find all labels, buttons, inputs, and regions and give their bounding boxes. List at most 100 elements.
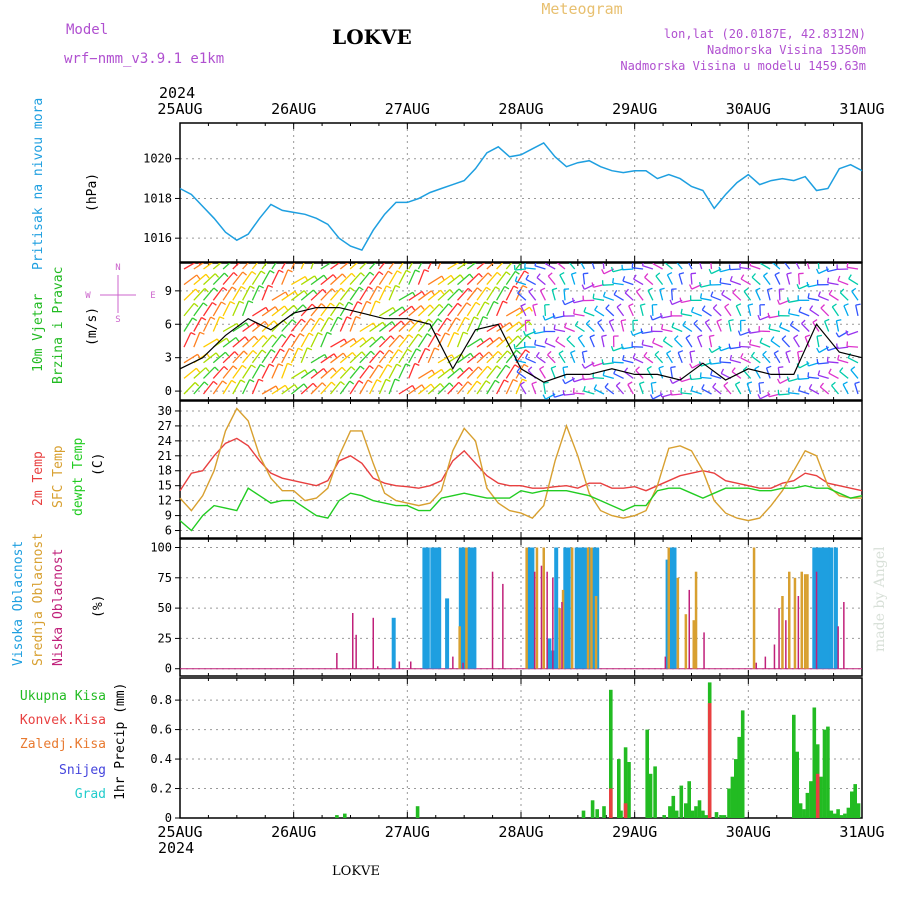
wind-barb-flag [232, 365, 238, 370]
wind-barb [281, 363, 289, 379]
wind-barb-flag [670, 366, 676, 369]
wind-barb-flag [323, 368, 328, 373]
temp-y-tick-label: 12 [158, 494, 172, 508]
wind-barb-flag [396, 270, 402, 274]
wind-barb-flag [583, 272, 589, 275]
wind-barb-flag [391, 321, 396, 326]
wind-barb [447, 381, 460, 395]
temp-frame [179, 400, 863, 539]
wind-barb [654, 354, 664, 364]
wind-barb [251, 335, 264, 348]
wind-barb-flag [786, 376, 790, 382]
wind-barb [534, 330, 546, 335]
temp-y-tick-label: 6 [165, 524, 172, 538]
wind-barb-flag [288, 348, 294, 352]
wind-barb [212, 272, 225, 286]
wind-barb [476, 351, 490, 364]
total-precip-bar [617, 759, 621, 818]
wind-barb [193, 273, 207, 286]
wind-barb [398, 363, 407, 379]
wind-barb [524, 320, 527, 332]
wind-barb [785, 352, 791, 364]
temp-labels: 2m Temp SFC Temp dewpt Temp (C) [31, 438, 106, 516]
wind-barb [417, 318, 430, 332]
wind-barb-flag [381, 335, 386, 341]
wind-barb-flag [724, 303, 730, 308]
wind-barb [682, 324, 693, 333]
wind-barb-flag [689, 374, 692, 380]
wind-barb [290, 383, 305, 395]
wind-barb [378, 285, 387, 301]
wind-barb-flag [496, 271, 502, 277]
wind-barb-flag [533, 328, 536, 334]
wind-barb [193, 367, 207, 379]
wind-barb [728, 320, 732, 332]
precip-y-tick-label: 0.4 [150, 752, 172, 766]
low-cloud-bar [546, 571, 548, 669]
wind-barb-flag [458, 288, 464, 293]
wind-barb [281, 304, 295, 317]
wind-barb [593, 376, 605, 380]
wind-barb [798, 311, 810, 317]
wind-barb-flag [839, 288, 845, 294]
wind-barb [818, 295, 829, 301]
total-precip-bar [839, 815, 844, 818]
wind-barb [583, 377, 595, 381]
total-precip-bar [740, 710, 745, 818]
wind-barb [388, 363, 398, 379]
total-precip-bar [697, 800, 702, 818]
wind-barb-flag [763, 272, 768, 277]
wind-barb-flag [505, 364, 511, 369]
wind-barb [671, 393, 683, 396]
total-precip-bar [805, 792, 810, 818]
wind-barb [628, 305, 634, 317]
wind-barb-flag [579, 257, 583, 259]
low-cloud-bar [703, 632, 705, 669]
wind-barb [427, 318, 439, 332]
wind-barb [666, 353, 673, 364]
wind-barb-flag [671, 322, 675, 328]
wind-barb-flag [345, 263, 348, 265]
wind-barb [291, 290, 305, 301]
wind-barb-flag [477, 366, 483, 371]
wind-barb [514, 346, 527, 350]
wind-barb [486, 350, 499, 364]
wind-barb-flag [659, 392, 663, 398]
wind-barb [242, 335, 255, 348]
wind-barb [771, 263, 781, 270]
wind-barb-flag [628, 303, 634, 307]
wind-barb [691, 390, 702, 395]
wind-barb [515, 280, 527, 286]
wind-barb [457, 273, 471, 286]
wind-barb [622, 280, 634, 286]
wind-barb [320, 367, 334, 379]
wind-barb-flag [203, 381, 209, 386]
wind-barb [573, 299, 585, 304]
wind-barb-flag [708, 268, 712, 274]
wind-barb [827, 282, 839, 286]
wind-barb [624, 371, 634, 379]
wind-barb-flag [416, 348, 422, 352]
wind-barb-flag [487, 272, 493, 277]
total-precip-bar [648, 773, 653, 818]
low-cloud-bar [452, 656, 454, 669]
wind-barb-flag [723, 381, 729, 387]
wind-barb [212, 301, 222, 317]
wind-barb-flag [455, 317, 461, 321]
high-cloud-bar [815, 547, 820, 669]
wind-barb-flag [499, 258, 502, 262]
total-precip-bar [719, 815, 723, 818]
wind-barb [515, 320, 529, 332]
wind-barb-flag [622, 355, 625, 361]
wind-barb [369, 335, 382, 348]
wind-barb-flag [323, 274, 328, 280]
wind-barb-flag [459, 367, 464, 373]
wind-barb [408, 269, 416, 285]
wind-barb-flag [558, 350, 564, 355]
wind-barb-flag [195, 367, 201, 373]
wind-barb-flag [214, 366, 219, 372]
wind-barb-flag [582, 350, 588, 353]
wind-barb [730, 280, 742, 286]
wind-barb-flag [518, 321, 523, 327]
wind-barb [466, 263, 477, 270]
